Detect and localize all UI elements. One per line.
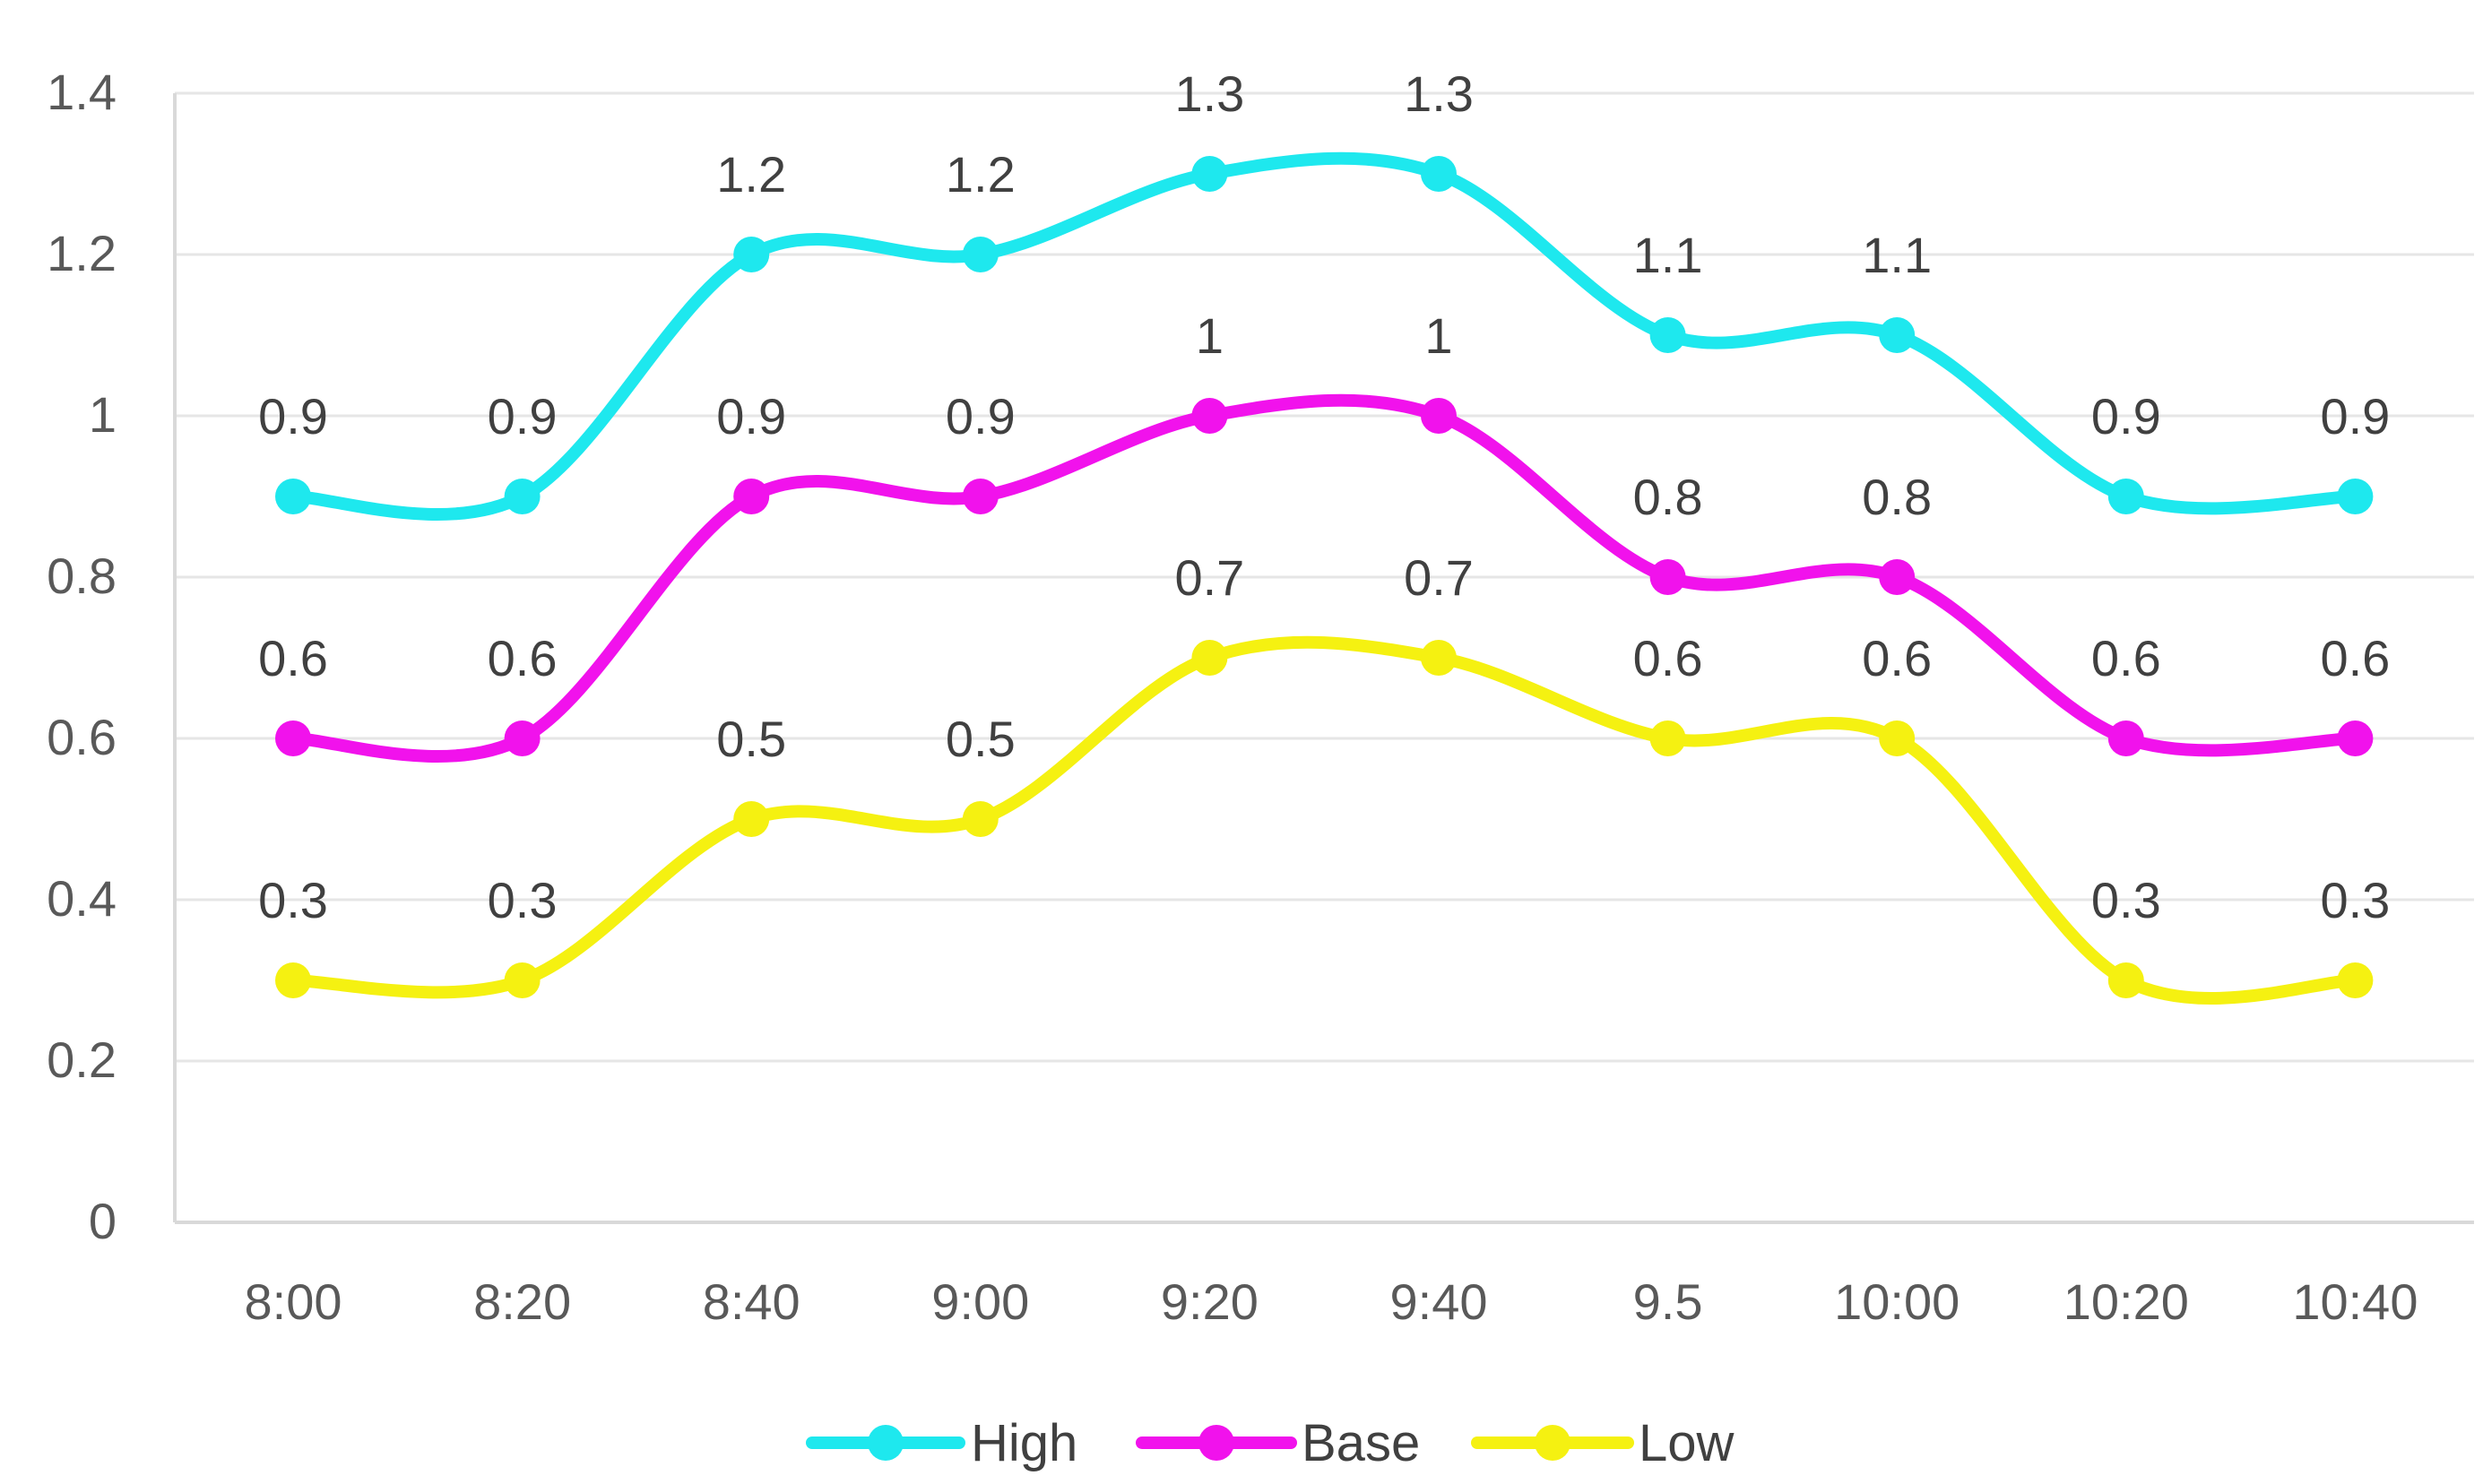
data-label-low: 0.7 (1174, 549, 1244, 606)
data-point-low (733, 801, 770, 837)
x-tick-label: 8:20 (473, 1273, 571, 1330)
legend-marker-low (1535, 1425, 1570, 1461)
data-label-low: 0.3 (2091, 872, 2161, 928)
legend-label-high: High (971, 1414, 1077, 1472)
data-label-high: 1.3 (1404, 65, 1474, 122)
data-point-high (1879, 317, 1916, 353)
data-label-base: 1 (1424, 307, 1452, 364)
data-point-high (962, 237, 999, 272)
data-point-high (1649, 317, 1686, 353)
data-point-high (2337, 479, 2374, 514)
y-tick-label: 0.2 (47, 1031, 117, 1088)
data-label-low: 0.7 (1404, 549, 1474, 606)
series-line-low (287, 635, 2362, 1005)
data-label-low: 0.3 (2320, 872, 2390, 928)
data-label-high: 1.2 (716, 146, 786, 203)
data-point-low (504, 962, 541, 998)
legend-marker-base (1198, 1425, 1234, 1461)
data-point-base (2107, 720, 2144, 756)
series-line-high (287, 151, 2362, 521)
y-tick-label: 1.2 (47, 225, 117, 281)
series-markers (275, 156, 2374, 998)
data-point-base (1879, 559, 1916, 595)
data-point-low (275, 962, 311, 998)
data-point-low (962, 801, 999, 837)
data-label-low: 0.5 (946, 711, 1016, 767)
y-tick-label: 1 (89, 386, 117, 443)
data-label-low: 0.6 (1862, 630, 1932, 686)
data-point-base (962, 479, 999, 514)
data-label-high: 0.9 (488, 388, 558, 444)
data-point-high (733, 237, 770, 272)
data-point-high (275, 479, 311, 514)
data-label-base: 0.6 (2091, 630, 2161, 686)
x-tick-label: 9.5 (1633, 1273, 1703, 1330)
data-label-base: 0.9 (716, 388, 786, 444)
data-label-base: 1 (1196, 307, 1224, 364)
data-label-high: 0.9 (2320, 388, 2390, 444)
legend-label-low: Low (1639, 1414, 1735, 1472)
data-point-base (1649, 559, 1686, 595)
data-point-high (2107, 479, 2144, 514)
data-point-high (1421, 156, 1457, 192)
data-label-high: 1.2 (946, 146, 1016, 203)
legend-label-base: Base (1302, 1414, 1420, 1472)
x-tick-label: 9:20 (1161, 1273, 1259, 1330)
data-point-low (1879, 720, 1916, 756)
data-label-high: 0.9 (258, 388, 328, 444)
data-point-high (504, 479, 541, 514)
data-label-high: 0.9 (2091, 388, 2161, 444)
x-tick-label: 10:20 (2063, 1273, 2189, 1330)
y-tick-label: 0 (89, 1193, 117, 1249)
data-label-base: 0.6 (258, 630, 328, 686)
y-tick-label: 1.4 (47, 64, 117, 120)
data-point-low (1191, 640, 1228, 676)
data-point-low (1649, 720, 1686, 756)
x-tick-label: 8:00 (245, 1273, 342, 1330)
gridlines (175, 91, 2474, 1063)
y-tick-label: 0.4 (47, 870, 117, 927)
data-label-base: 0.6 (2320, 630, 2390, 686)
data-label-high: 1.1 (1862, 227, 1932, 283)
data-point-high (1191, 156, 1228, 192)
y-tick-label: 0.6 (47, 709, 117, 765)
data-point-base (504, 720, 541, 756)
data-label-base: 0.6 (488, 630, 558, 686)
series-lines (287, 151, 2362, 1005)
x-axis-ticks: 8:00 8:20 8:40 9:00 9:20 9:40 9.5 10:00 10:20 10:… (245, 1273, 2418, 1330)
y-axis-ticks: 0 0.2 0.4 0.6 0.8 1 1.2 1.4 (47, 64, 117, 1249)
data-point-base (1191, 398, 1228, 434)
data-point-low (2107, 962, 2144, 998)
y-tick-label: 0.8 (47, 548, 117, 604)
data-point-low (1421, 640, 1457, 676)
x-tick-label: 9:00 (931, 1273, 1029, 1330)
data-label-base: 0.9 (946, 388, 1016, 444)
x-tick-label: 9:40 (1390, 1273, 1488, 1330)
x-tick-label: 8:40 (703, 1273, 800, 1330)
legend-marker-high (868, 1425, 904, 1461)
data-label-low: 0.3 (258, 872, 328, 928)
data-point-base (1421, 398, 1457, 434)
data-label-base: 0.8 (1862, 469, 1932, 525)
data-label-low: 0.3 (488, 872, 558, 928)
axes (173, 93, 2474, 1224)
data-label-high: 1.3 (1174, 65, 1244, 122)
series-line-base (287, 393, 2362, 763)
x-tick-label: 10:40 (2292, 1273, 2418, 1330)
data-labels: 0.9 0.9 1.2 1.2 1.3 1.3 1.1 1.1 0.9 0.9 0.6 0.6 0.9 0… (258, 65, 2390, 928)
data-label-base: 0.8 (1633, 469, 1703, 525)
data-label-low: 0.6 (1633, 630, 1703, 686)
data-label-low: 0.5 (716, 711, 786, 767)
data-label-high: 1.1 (1633, 227, 1703, 283)
data-point-base (733, 479, 770, 514)
legend: High Base Low (806, 1414, 1735, 1472)
data-point-base (275, 720, 311, 756)
data-point-low (2337, 962, 2374, 998)
data-point-base (2337, 720, 2374, 756)
x-tick-label: 10:00 (1834, 1273, 1960, 1330)
